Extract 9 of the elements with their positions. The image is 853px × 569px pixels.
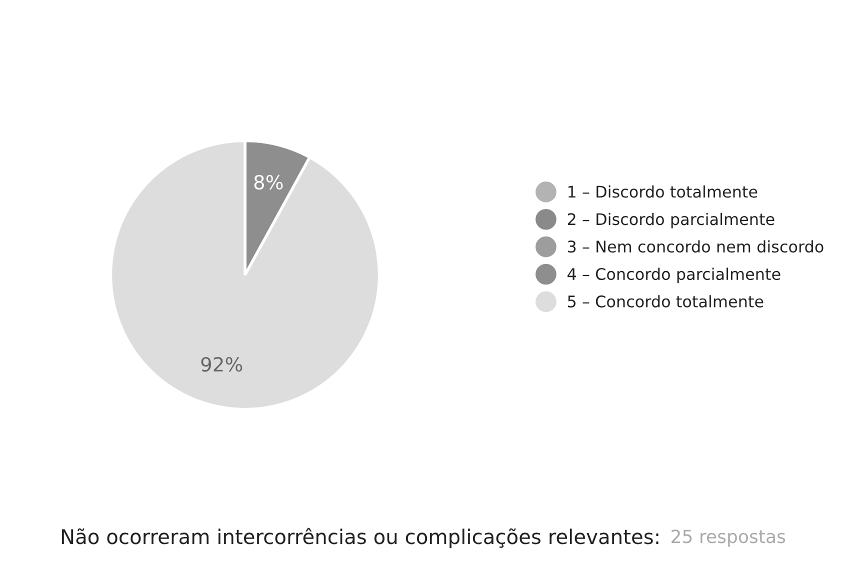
legend-label: 2 – Discordo parcialmente bbox=[568, 212, 774, 228]
text: Não ocorreram intercorrências ou complicações relevantes: bbox=[62, 528, 658, 548]
legend-label: 3 – Nem concordo nem discordo bbox=[568, 240, 824, 253]
data-label: 8% bbox=[254, 174, 283, 190]
data-label: 92% bbox=[201, 357, 242, 372]
legend-label: 1 – Discordo totalmente bbox=[568, 185, 758, 198]
legend-label: 4 – Concordo parcialmente bbox=[568, 268, 780, 284]
legend-label: 5 – Concordo totalmente bbox=[568, 295, 764, 308]
text: 25 respostas bbox=[672, 530, 786, 547]
